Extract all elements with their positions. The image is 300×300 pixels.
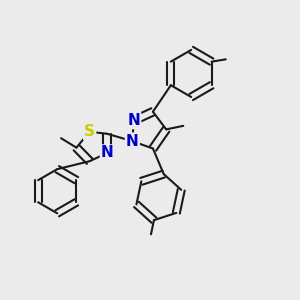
Text: S: S [84,124,95,139]
Text: N: N [101,146,114,160]
Text: N: N [128,113,140,128]
Text: N: N [126,134,139,149]
